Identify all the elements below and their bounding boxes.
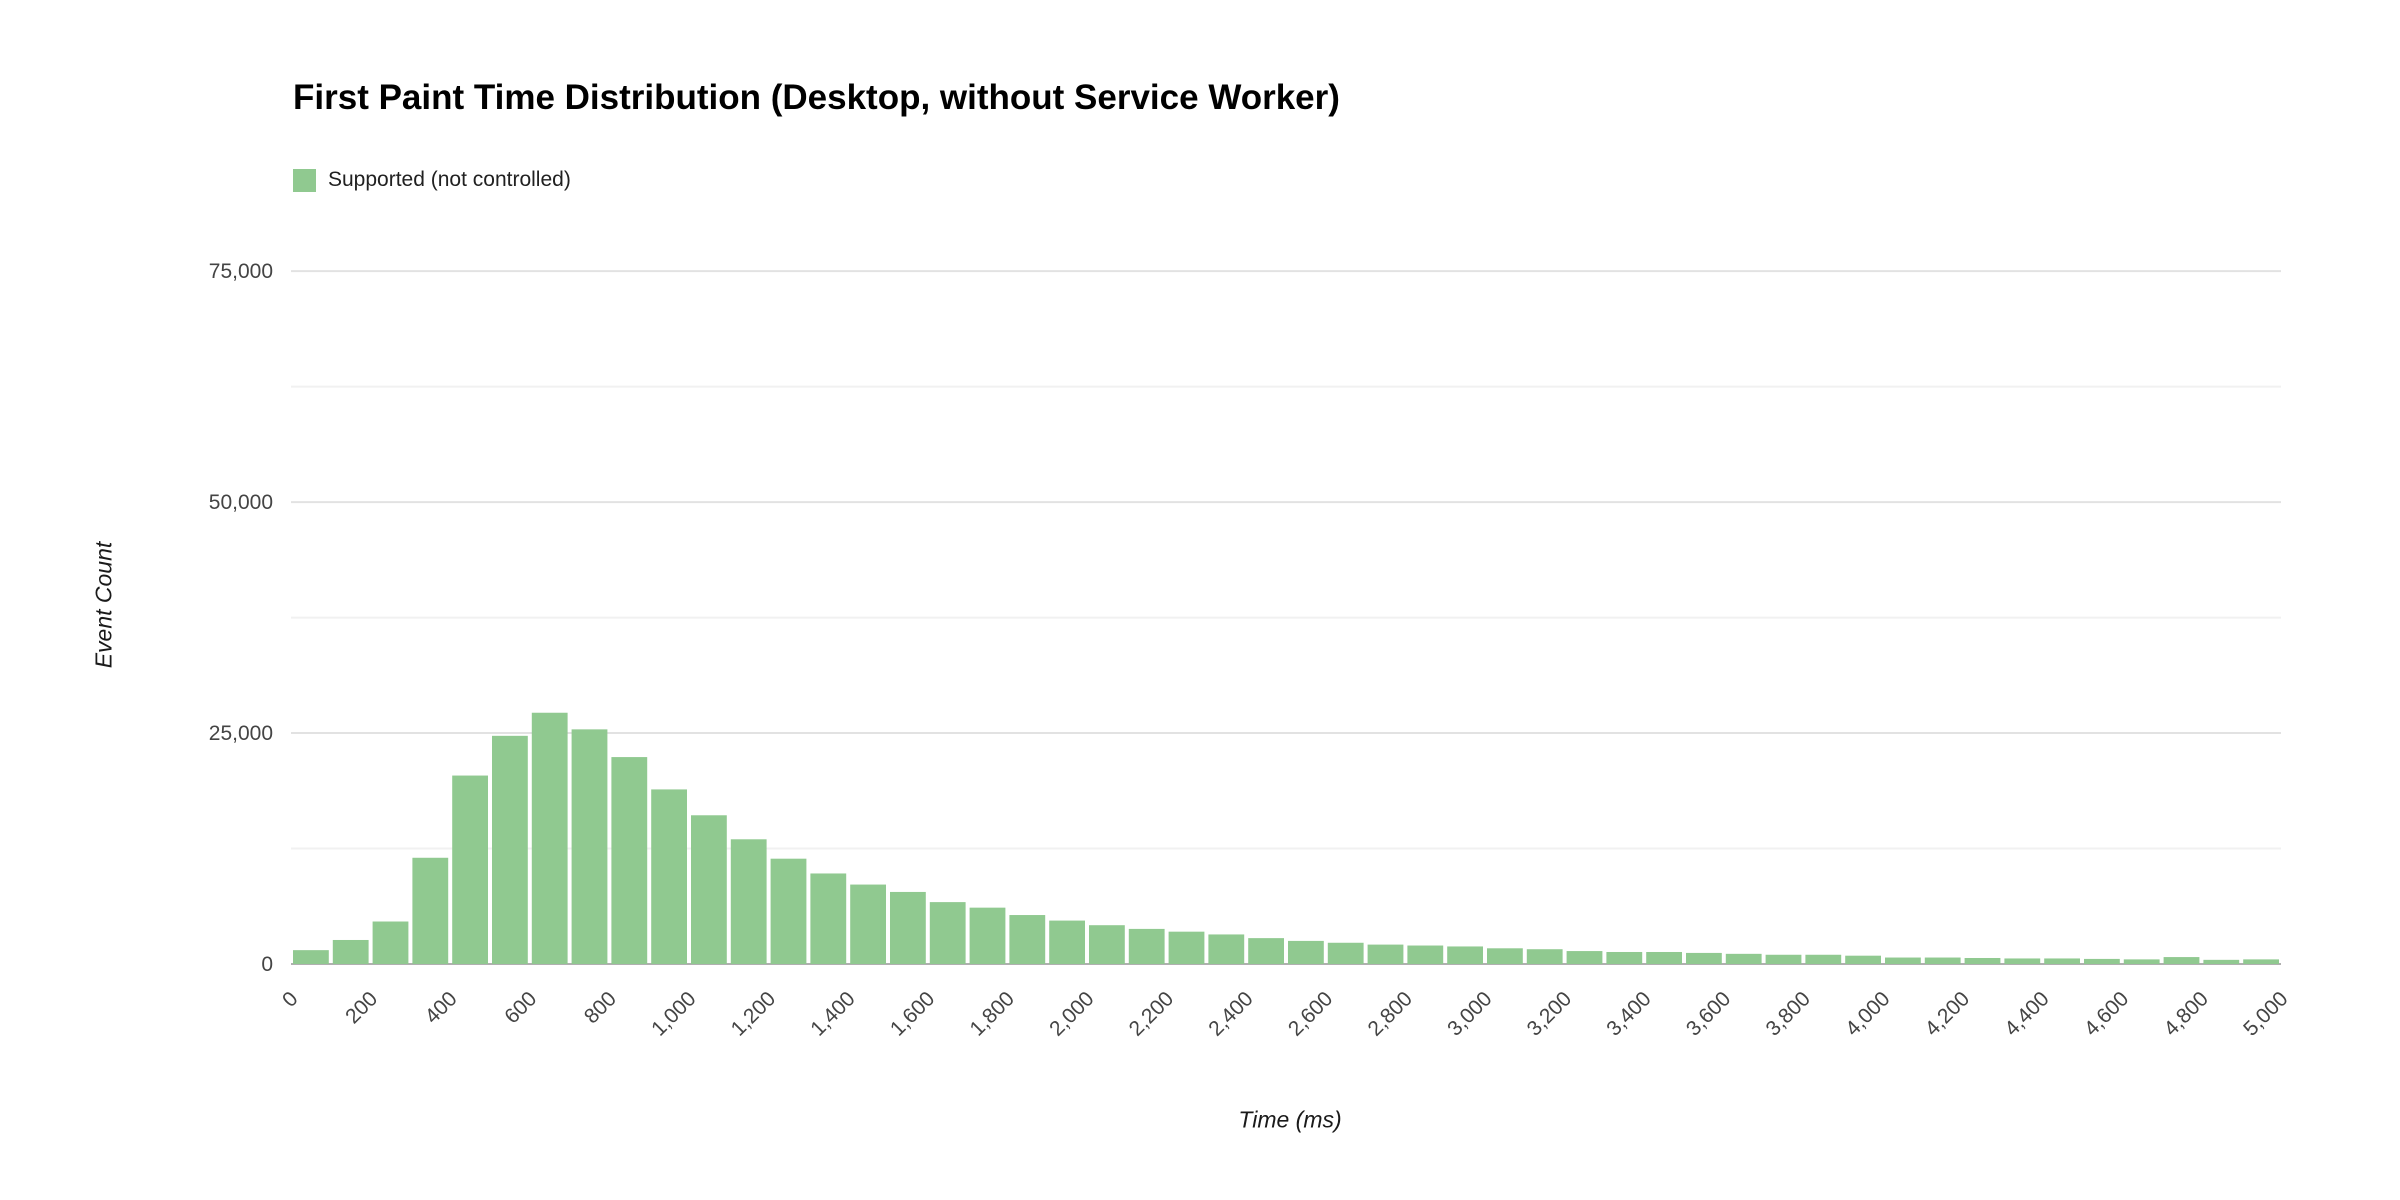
x-tick-label: 0 — [278, 987, 303, 1012]
histogram-bar — [1845, 955, 1881, 964]
x-tick-label: 2,800 — [1364, 987, 1417, 1040]
x-tick-label: 600 — [500, 987, 541, 1028]
histogram-bar — [1646, 951, 1682, 964]
histogram-bar — [293, 950, 329, 964]
histogram-bar — [1128, 928, 1165, 964]
x-tick-label: 1,400 — [806, 987, 859, 1040]
histogram-bar — [730, 839, 767, 964]
histogram-bar — [2203, 959, 2240, 964]
histogram-bar — [770, 858, 807, 964]
histogram-bar — [412, 857, 449, 964]
histogram-bar — [1526, 949, 1563, 964]
histogram-bar — [1288, 940, 1324, 964]
histogram-bar — [1089, 925, 1125, 964]
x-tick-label: 1,800 — [966, 987, 1019, 1040]
histogram-bar — [850, 884, 886, 964]
histogram-bar — [571, 729, 608, 964]
histogram-bar — [651, 789, 687, 964]
y-tick-label: 0 — [261, 953, 273, 976]
histogram-bar — [1447, 946, 1483, 964]
x-tick-label: 3,600 — [1682, 987, 1735, 1040]
histogram-bar — [611, 757, 648, 964]
histogram-bar — [1168, 931, 1205, 964]
histogram-bar — [1327, 942, 1364, 964]
x-axis-title: Time (ms) — [1238, 1106, 1342, 1133]
histogram-bar — [1885, 957, 1921, 964]
histogram-bar — [890, 891, 926, 964]
histogram-bar — [2084, 958, 2120, 964]
histogram-bar — [691, 815, 727, 964]
x-tick-label: 1,600 — [886, 987, 939, 1040]
histogram-bar — [531, 712, 568, 964]
histogram-bar — [1924, 957, 1961, 964]
histogram-bar — [1686, 952, 1722, 964]
x-tick-label: 4,200 — [1921, 987, 1974, 1040]
x-tick-label: 400 — [421, 987, 462, 1028]
x-tick-label: 4,400 — [2000, 987, 2053, 1040]
histogram-bar — [810, 873, 847, 964]
histogram-bar — [969, 907, 1006, 964]
legend-swatch — [293, 168, 316, 192]
legend: Supported (not controlled) — [293, 168, 571, 192]
histogram-bar — [1049, 920, 1085, 964]
histogram-bar — [1566, 951, 1603, 964]
x-tick-label: 2,200 — [1125, 987, 1178, 1040]
histogram-bar — [1725, 953, 1762, 964]
x-tick-label: 2,000 — [1045, 987, 1098, 1040]
x-tick-label: 4,800 — [2160, 987, 2213, 1040]
x-tick-label: 2,600 — [1284, 987, 1337, 1040]
histogram-bar — [332, 939, 369, 964]
y-tick-label: 25,000 — [209, 722, 273, 745]
x-tick-label: 3,200 — [1523, 987, 1576, 1040]
histogram-bar — [452, 775, 488, 964]
histogram-bar — [929, 902, 966, 964]
x-tick-label: 3,000 — [1443, 987, 1496, 1040]
x-tick-label: 1,000 — [647, 987, 700, 1040]
y-tick-label: 75,000 — [209, 260, 273, 283]
histogram-bar — [2123, 959, 2160, 964]
histogram-bar — [1487, 948, 1523, 964]
histogram-bar — [372, 921, 409, 964]
histogram-bar — [1208, 934, 1245, 964]
x-tick-label: 5,000 — [2239, 987, 2292, 1040]
histogram-bar — [1606, 951, 1643, 964]
histogram-bar — [2004, 958, 2041, 964]
histogram-bar — [2243, 959, 2279, 964]
histogram-bar — [492, 735, 528, 964]
histogram-bar — [1964, 957, 2001, 964]
legend-label: Supported (not controlled) — [328, 168, 571, 191]
x-tick-label: 4,000 — [1841, 987, 1894, 1040]
histogram-bar — [1765, 954, 1802, 964]
x-tick-label: 1,200 — [727, 987, 780, 1040]
histogram-bar — [2163, 957, 2200, 964]
histogram-bar — [1805, 954, 1842, 964]
x-tick-label: 800 — [580, 987, 621, 1028]
histogram-bar — [1248, 938, 1284, 964]
histogram-bar — [2044, 958, 2080, 964]
x-tick-label: 200 — [341, 987, 382, 1028]
chart-title: First Paint Time Distribution (Desktop, … — [293, 78, 1340, 117]
x-tick-label: 2,400 — [1204, 987, 1257, 1040]
y-tick-label: 50,000 — [209, 491, 273, 514]
x-tick-label: 4,600 — [2080, 987, 2133, 1040]
histogram-bar — [1407, 945, 1444, 964]
x-tick-label: 3,400 — [1602, 987, 1655, 1040]
histogram-bar — [1009, 915, 1046, 964]
histogram-bar — [1367, 944, 1404, 964]
x-tick-label: 3,800 — [1762, 987, 1815, 1040]
